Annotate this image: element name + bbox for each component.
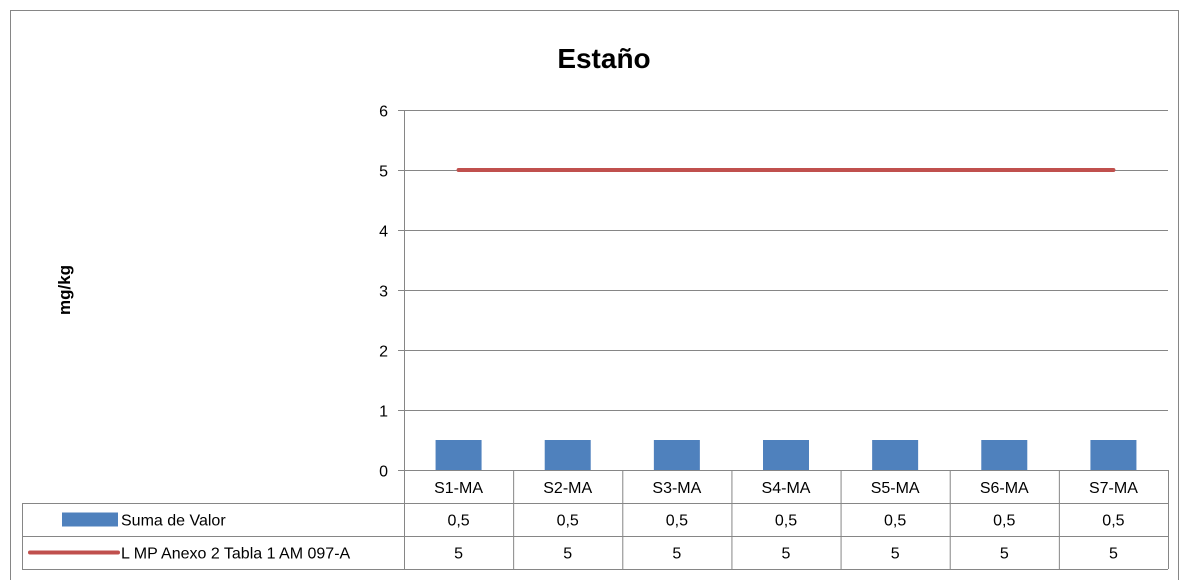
y-tick-label-0: 0 — [379, 464, 388, 481]
data-label-2-S6-MA: 5 — [1000, 546, 1009, 563]
data-table: S1-MA S2-MA S3-MA S4-MA S5-MA S6-MA S7-MA Suma … — [22, 470, 1169, 570]
legend-label-2: L MP Anexo 2 Tabla 1 AM 097-A — [121, 546, 351, 563]
axes: 0 1 2 3 4 5 6 — [379, 104, 405, 481]
y-tick-label-4: 4 — [379, 224, 388, 241]
chart-border — [10, 10, 1179, 581]
x-tick-label-S6-MA: S6-MA — [980, 480, 1029, 497]
chart-title: Estaño — [557, 43, 650, 74]
y-tick-label-5: 5 — [379, 164, 388, 181]
x-tick-label-S3-MA: S3-MA — [652, 480, 701, 497]
data-label-1-S5-MA: 0,5 — [884, 513, 906, 530]
y-tick-label-2: 2 — [379, 344, 388, 361]
data-label-1-S1-MA: 0,5 — [447, 513, 469, 530]
y-tick-label-1: 1 — [379, 404, 388, 421]
data-label-2-S3-MA: 5 — [672, 546, 681, 563]
legend-label-1: Suma de Valor — [121, 513, 226, 530]
legend-key-bar — [62, 512, 118, 527]
bar-S5-MA — [872, 440, 919, 470]
data-label-2-S5-MA: 5 — [891, 546, 900, 563]
data-label-1-S4-MA: 0,5 — [775, 513, 797, 530]
y-tick-label-3: 3 — [379, 284, 388, 301]
y-tick-label-6: 6 — [379, 104, 388, 121]
bar-S2-MA — [544, 440, 591, 470]
data-label-2-S1-MA: 5 — [454, 546, 463, 563]
x-tick-label-S5-MA: S5-MA — [871, 480, 920, 497]
bar-S1-MA — [435, 440, 482, 470]
bar-S4-MA — [763, 440, 809, 470]
x-tick-label-S1-MA: S1-MA — [434, 480, 483, 497]
data-label-1-S6-MA: 0,5 — [993, 513, 1015, 530]
data-label-2-S7-MA: 5 — [1109, 546, 1118, 563]
x-tick-label-S4-MA: S4-MA — [762, 480, 811, 497]
data-label-2-S2-MA: 5 — [563, 546, 572, 563]
x-tick-label-S2-MA: S2-MA — [543, 480, 592, 497]
data-label-1-S3-MA: 0,5 — [666, 513, 688, 530]
data-label-2-S4-MA: 5 — [782, 546, 791, 563]
y-axis-label: mg/kg — [55, 265, 74, 315]
bar-series — [435, 440, 1137, 470]
x-tick-label-S7-MA: S7-MA — [1089, 480, 1138, 497]
data-label-1-S2-MA: 0,5 — [557, 513, 579, 530]
bar-S7-MA — [1090, 440, 1137, 470]
data-label-1-S7-MA: 0,5 — [1102, 513, 1124, 530]
bar-S3-MA — [653, 440, 700, 470]
bar-S6-MA — [981, 440, 1028, 470]
